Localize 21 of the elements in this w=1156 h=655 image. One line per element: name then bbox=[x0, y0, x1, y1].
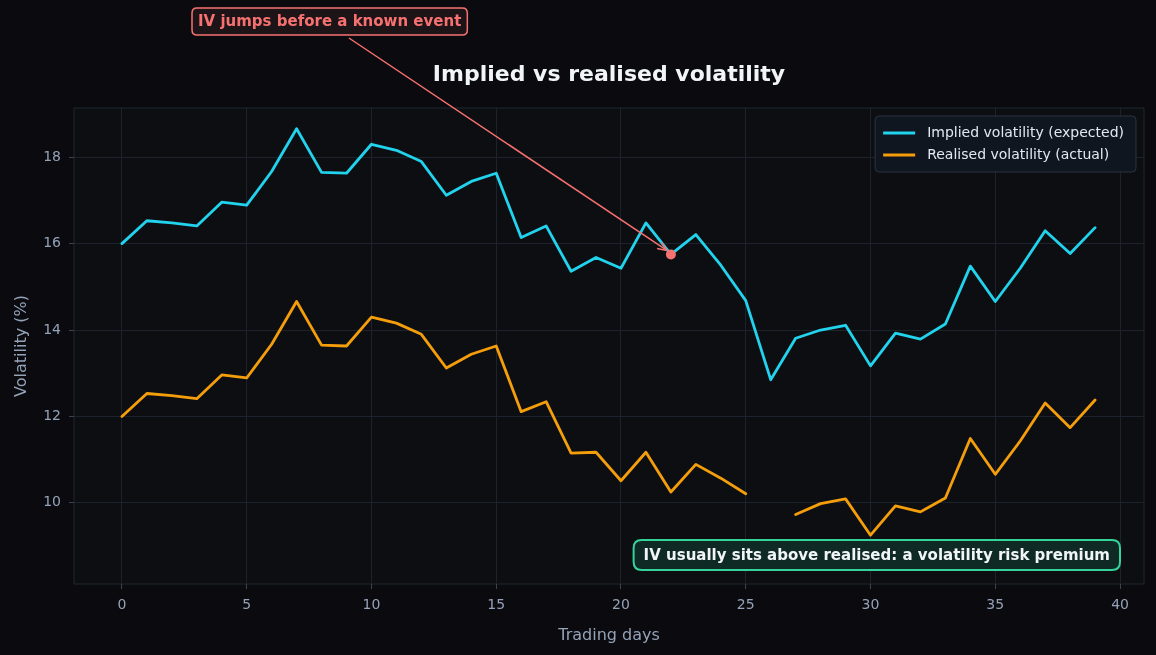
x-tick-label: 30 bbox=[861, 596, 880, 613]
x-tick-label: 0 bbox=[117, 596, 127, 613]
legend-label: Implied volatility (expected) bbox=[927, 123, 1125, 140]
chart-title: Implied vs realised volatility bbox=[432, 60, 786, 86]
x-tick-label: 20 bbox=[612, 596, 630, 613]
x-tick-label: 5 bbox=[242, 596, 252, 613]
x-tick-label: 40 bbox=[1111, 596, 1129, 613]
annotation: IV usually sits above realised: a volatility risk premium bbox=[643, 545, 1111, 564]
y-axis-title: Volatility (%) bbox=[10, 295, 30, 397]
x-axis-title: Trading days bbox=[557, 624, 660, 644]
x-tick-label: 35 bbox=[986, 596, 1005, 613]
y-tick-label: 14 bbox=[43, 320, 62, 337]
annotation: IV jumps before a known event bbox=[198, 12, 462, 31]
x-tick-label: 25 bbox=[736, 596, 755, 613]
y-tick-label: 12 bbox=[43, 407, 62, 424]
legend-label: Realised volatility (actual) bbox=[927, 145, 1110, 162]
y-tick-label: 18 bbox=[43, 147, 62, 164]
x-tick-label: 10 bbox=[362, 596, 381, 613]
y-tick-label: 10 bbox=[43, 493, 62, 510]
y-tick-label: 16 bbox=[43, 234, 62, 251]
x-tick-label: 15 bbox=[487, 596, 506, 613]
